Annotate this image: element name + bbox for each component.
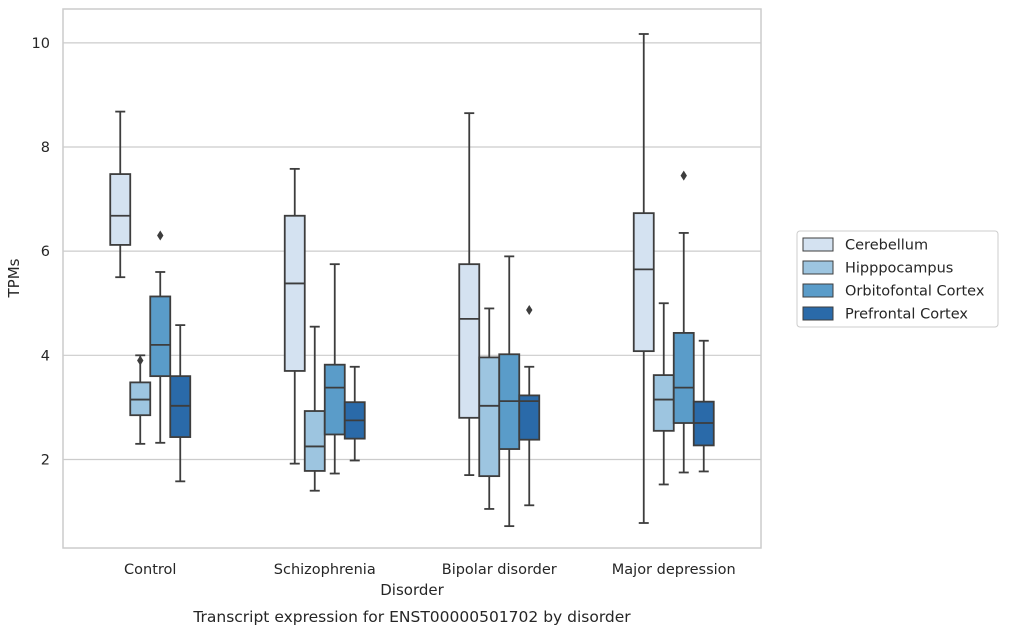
box-prefrontal-cortex xyxy=(343,365,366,462)
box-cerebellum xyxy=(283,167,306,465)
x-tick-label: Major depression xyxy=(612,562,736,578)
box-orbitofontal-cortex xyxy=(323,263,346,475)
iqr-box xyxy=(518,394,541,441)
y-tick-label: 2 xyxy=(41,452,50,468)
y-tick-label: 10 xyxy=(32,36,50,52)
y-tick-labels: 2 4 6 8 10 xyxy=(32,36,50,469)
box-orbitofontal-cortex xyxy=(149,230,172,444)
box-cerebellum xyxy=(109,110,132,279)
y-tick-label: 8 xyxy=(41,140,50,156)
legend: Cerebellum Hipppocampus Orbitofontal Corte… xyxy=(796,230,999,328)
plot-frame xyxy=(62,8,762,549)
y-tick-label: 4 xyxy=(41,348,50,364)
y-tick-label: 6 xyxy=(41,244,50,260)
legend-label: Orbitofontal Cortex xyxy=(845,284,985,300)
iqr-box xyxy=(323,363,346,436)
outlier-marker xyxy=(157,230,164,241)
legend-label: Hipppocampus xyxy=(845,261,953,277)
outlier-marker xyxy=(137,355,144,366)
iqr-box xyxy=(632,212,655,353)
y-axis-title: TPMs xyxy=(5,258,23,298)
iqr-box xyxy=(458,263,481,419)
box-cerebellum xyxy=(458,112,481,476)
iqr-box xyxy=(283,214,306,372)
chart-caption: Transcript expression for ENST0000050170… xyxy=(192,608,631,626)
box-prefrontal-cortex xyxy=(169,324,192,483)
box-hipppocampus xyxy=(652,302,675,486)
legend-label: Prefrontal Cortex xyxy=(845,307,968,323)
x-tick-label: Schizophrenia xyxy=(274,562,376,578)
iqr-box xyxy=(109,173,132,246)
legend-frame xyxy=(796,230,999,328)
outlier-marker xyxy=(680,170,687,181)
box-prefrontal-cortex xyxy=(692,339,715,473)
box-hipppocampus xyxy=(303,325,326,492)
box-cerebellum xyxy=(632,33,655,524)
box-prefrontal-cortex xyxy=(518,305,541,507)
iqr-box xyxy=(303,410,326,472)
legend-swatch xyxy=(802,306,834,321)
legend-swatch xyxy=(802,260,834,275)
x-axis-title: Disorder xyxy=(380,581,444,599)
box-hipppocampus xyxy=(129,354,152,445)
box-orbitofontal-cortex xyxy=(672,170,695,474)
outlier-marker xyxy=(526,305,533,316)
iqr-box xyxy=(652,374,675,432)
iqr-box xyxy=(149,295,172,378)
iqr-box xyxy=(672,332,695,424)
x-tick-labels: Control Schizophrenia Bipolar disorder Majo… xyxy=(124,562,736,578)
legend-swatch xyxy=(802,283,834,298)
iqr-box xyxy=(478,356,501,478)
box-plot-area xyxy=(109,33,715,528)
box-hipppocampus xyxy=(478,307,501,510)
legend-swatch xyxy=(802,237,834,252)
x-tick-label: Bipolar disorder xyxy=(442,562,557,578)
x-tick-label: Control xyxy=(124,562,176,578)
legend-label: Cerebellum xyxy=(845,238,928,254)
